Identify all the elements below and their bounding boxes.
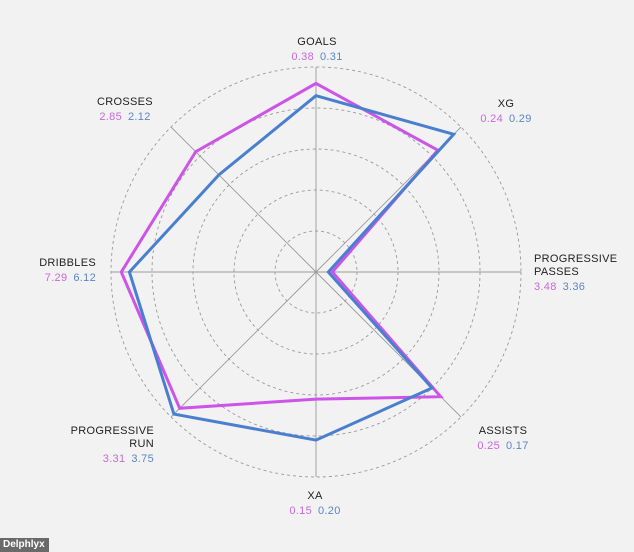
series-1-polygon <box>119 81 444 410</box>
axis-name-goals: GOALS <box>297 36 337 48</box>
label-assists: ASSISTS 0.25 0.17 <box>477 425 528 453</box>
brand-watermark: Delphlyx <box>0 538 49 552</box>
label-dribbles: DRIBBLES 7.29 6.12 <box>39 257 96 285</box>
axis-name-xg: XG <box>497 98 515 110</box>
radar-spokes <box>111 67 521 477</box>
value-crosses-series1: 2.85 <box>99 111 122 123</box>
axis-name-progressive-run-1: PROGRESSIVE <box>70 425 154 437</box>
axis-name-progressive-passes-1: PROGRESSIVE <box>534 253 618 265</box>
spoke-progressive-run <box>170 271 317 418</box>
label-xa: XA 0.15 0.20 <box>289 490 340 518</box>
value-xa-series1: 0.15 <box>289 505 312 517</box>
label-progressive-passes: PROGRESSIVE PASSES 3.48 3.36 <box>534 253 617 294</box>
label-crosses: CROSSES 2.85 2.12 <box>97 96 153 124</box>
axis-name-assists: ASSISTS <box>478 425 528 437</box>
value-crosses-series2: 2.12 <box>128 111 151 123</box>
spoke-crosses <box>170 126 317 273</box>
label-progressive-run: PROGRESSIVE RUN 3.31 3.75 <box>71 425 154 466</box>
axis-name-crosses: CROSSES <box>97 96 153 108</box>
label-xg: XG 0.24 0.29 <box>480 98 531 126</box>
value-progressive-passes-series2: 3.36 <box>562 281 586 293</box>
value-assists-series2: 0.17 <box>506 440 529 452</box>
radar-series <box>119 81 457 442</box>
value-goals-series1: 0.38 <box>291 51 314 63</box>
value-dribbles-series2: 6.12 <box>73 272 96 284</box>
value-dribbles-series1: 7.29 <box>44 272 68 284</box>
value-xa-series2: 0.20 <box>318 505 341 517</box>
value-assists-series1: 0.25 <box>477 440 500 452</box>
value-goals-series2: 0.31 <box>320 51 343 63</box>
value-progressive-passes-series1: 3.48 <box>534 281 557 293</box>
value-progressive-run-series1: 3.31 <box>102 453 126 465</box>
axis-name-xa: XA <box>307 490 323 502</box>
axis-name-dribbles: DRIBBLES <box>39 257 96 269</box>
value-xg-series1: 0.24 <box>480 113 503 125</box>
series-2-polygon <box>127 94 457 442</box>
axis-name-progressive-passes-2: PASSES <box>534 266 580 278</box>
value-xg-series2: 0.29 <box>509 113 532 125</box>
label-goals: GOALS 0.38 0.31 <box>291 36 342 64</box>
value-progressive-run-series2: 3.75 <box>131 453 154 465</box>
axis-name-progressive-run-2: RUN <box>129 438 154 450</box>
